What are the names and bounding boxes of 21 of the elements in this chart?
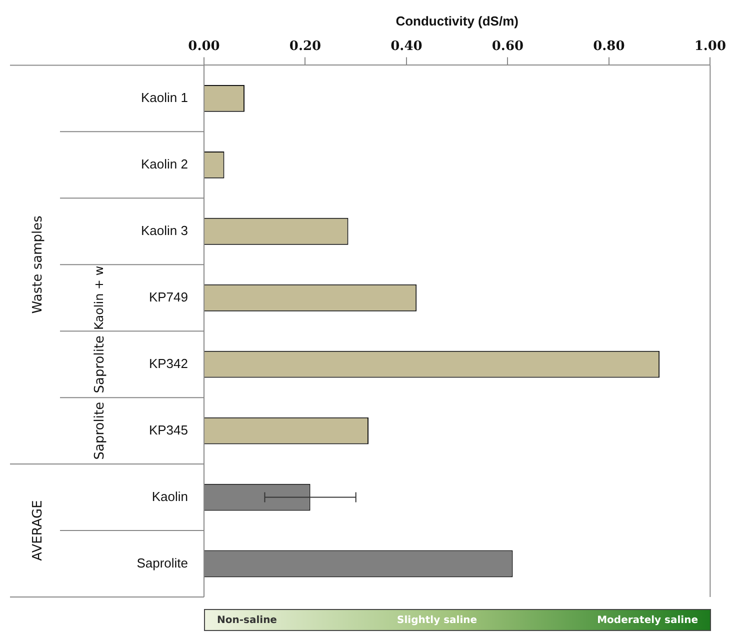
x-tick-label: 0.60 (492, 38, 524, 54)
y-tick-label: Kaolin 3 (141, 222, 188, 238)
text: Kaolin + w (92, 266, 106, 330)
text: Waste samples (30, 215, 46, 314)
y-tick-label: KP749 (148, 289, 188, 304)
text: AVERAGE (30, 500, 46, 561)
text: Saprolite (92, 402, 108, 460)
y-tick-label: Kaolin (152, 488, 188, 504)
x-axis-title: Conductivity (dS/m) (396, 13, 518, 28)
y-tick-label: Saprolite (136, 555, 188, 570)
x-tick-label: 0.20 (289, 38, 322, 54)
x-tick-label: 0.80 (593, 38, 625, 54)
y-tick-label: KP342 (148, 356, 188, 371)
y-tick-label: Kaolin 2 (141, 156, 188, 172)
y-tick-label: Kaolin 1 (141, 90, 188, 106)
x-tick-label: 0.00 (188, 38, 220, 54)
x-tick-label: 0.40 (390, 38, 422, 54)
text: Saprolite (92, 335, 108, 394)
y-tick-label: KP345 (148, 422, 188, 438)
salinity-scale: Non-saline Slightly saline Moderately saline (204, 609, 711, 631)
x-tick-label: 1.00 (694, 38, 726, 54)
